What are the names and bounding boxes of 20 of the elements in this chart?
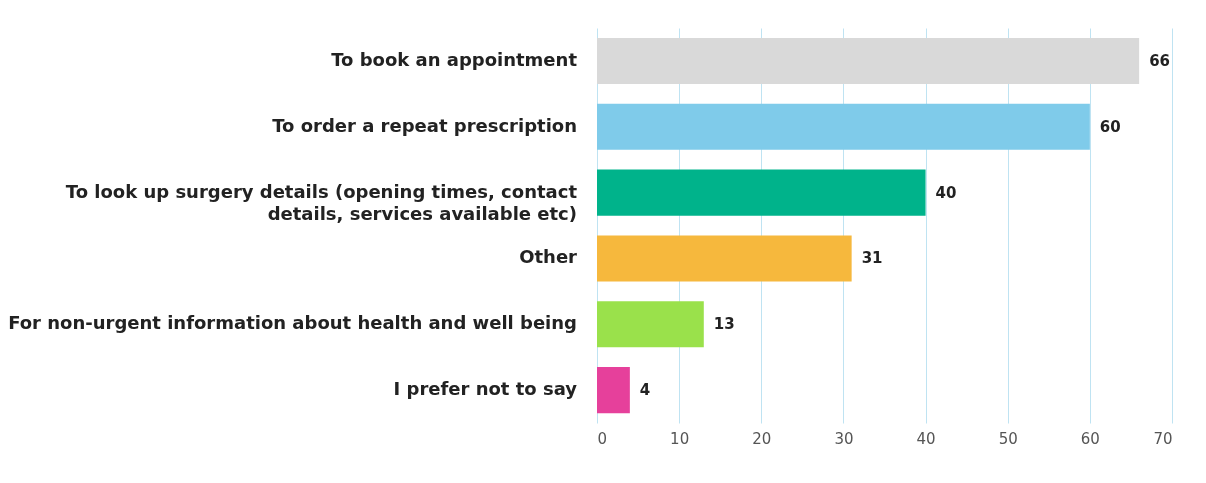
data-label: 4: [639, 381, 651, 400]
x-tick-label: 30: [834, 429, 854, 448]
x-tick-label: 0: [597, 429, 608, 448]
y-tick-label: For non-urgent information about health and well being: [8, 312, 577, 334]
x-tick-label: 10: [670, 429, 690, 448]
x-tick-label: 40: [916, 429, 936, 448]
y-tick-label: To look up surgery details (opening times, contact details, services available etc): [65, 180, 578, 224]
data-label: 40: [935, 183, 957, 202]
y-tick-label: To order a repeat prescription: [272, 114, 577, 136]
x-tick-label: 50: [998, 429, 1018, 448]
data-label: 13: [713, 315, 735, 334]
y-tick-label: I prefer not to say: [393, 378, 578, 400]
y-tick-label: Other: [519, 246, 578, 268]
data-label: 60: [1099, 117, 1121, 136]
y-tick-label: To book an appointment: [331, 48, 578, 70]
data-label: 66: [1149, 51, 1171, 70]
x-tick-label: 70: [1153, 429, 1173, 448]
x-tick-label: 20: [752, 429, 772, 448]
x-tick-label: 60: [1080, 429, 1100, 448]
data-label: 31: [861, 249, 883, 268]
